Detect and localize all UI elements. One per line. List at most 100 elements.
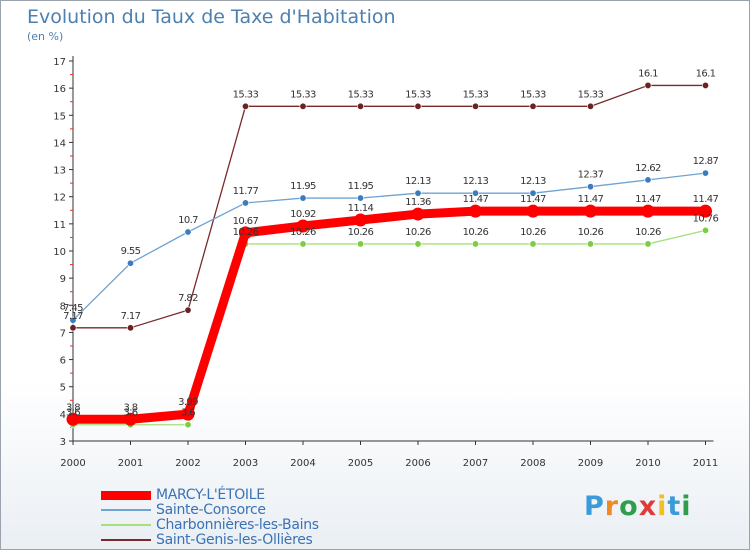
series-1-point xyxy=(529,189,537,197)
series-0-point xyxy=(184,306,192,314)
series-2-data-label: 10.26 xyxy=(348,227,374,238)
series-0-data-label: 15.33 xyxy=(520,89,546,100)
series-0-data-label: 15.33 xyxy=(463,89,489,100)
series-0-data-label: 16.1 xyxy=(696,68,716,79)
series-2-point xyxy=(356,240,364,248)
y-tick-label: 17 xyxy=(53,57,66,68)
x-tick-label: 2002 xyxy=(175,458,200,469)
series-1-point xyxy=(184,228,192,236)
series-1-point xyxy=(471,189,479,197)
series-0-data-label: 15.33 xyxy=(290,89,316,100)
x-tick-label: 2006 xyxy=(405,458,430,469)
series-1-point xyxy=(356,194,364,202)
series-3-point xyxy=(354,213,367,227)
series-2-data-label: 3.6 xyxy=(66,408,80,419)
x-tick-label: 2007 xyxy=(463,458,488,469)
series-0-point xyxy=(414,102,422,110)
legend-swatch xyxy=(101,539,151,541)
series-0-data-label: 7.82 xyxy=(178,293,198,304)
x-tick-label: 2003 xyxy=(233,458,258,469)
series-2-data-label: 10.26 xyxy=(290,227,316,238)
y-tick-label: 16 xyxy=(53,84,66,95)
y-tick-label: 10 xyxy=(53,247,66,258)
series-0-point xyxy=(644,81,652,89)
legend-label: Saint-Genis-les-Ollières xyxy=(156,532,313,548)
x-tick-label: 2000 xyxy=(60,458,85,469)
series-2-point xyxy=(529,240,537,248)
series-3-point xyxy=(66,412,80,426)
series-3-data-label: 11.47 xyxy=(578,194,604,205)
series-2-point xyxy=(414,240,422,248)
series-1-point xyxy=(242,199,250,207)
legend-label: Charbonnières-les-Bains xyxy=(156,517,319,533)
series-0-point xyxy=(356,102,364,110)
series-3-point xyxy=(469,204,482,218)
series-2-data-label: 10.26 xyxy=(635,227,661,238)
series-0-data-label: 16.1 xyxy=(638,68,658,79)
series-0-point xyxy=(127,324,135,332)
series-2-point xyxy=(184,421,192,429)
series-0-data-label: 7.17 xyxy=(63,311,83,322)
x-tick-label: 2008 xyxy=(520,458,545,469)
logo-letter: P xyxy=(584,491,605,522)
series-2-data-label: 3.6 xyxy=(123,408,137,419)
logo-letter: i xyxy=(681,491,692,522)
series-1-data-label: 11.95 xyxy=(290,181,316,192)
legend-swatch xyxy=(101,509,151,511)
series-0-line xyxy=(73,84,706,329)
y-tick-label: 3 xyxy=(60,437,66,448)
series-2-point xyxy=(471,240,479,248)
series-1-line xyxy=(72,172,706,321)
chart-title: Evolution du Taux de Taxe d'Habitation xyxy=(27,6,396,28)
series-3-data-label: 3.8 xyxy=(66,402,80,413)
series-0-data-label: 15.33 xyxy=(405,89,431,100)
series-3-point xyxy=(124,412,137,426)
series-1-data-label: 10.7 xyxy=(178,215,198,226)
y-tick-label: 4 xyxy=(60,410,66,421)
series-0-point xyxy=(586,102,594,110)
series-2-data-label: 10.26 xyxy=(520,227,546,238)
x-tick-label: 2004 xyxy=(290,458,315,469)
series-1-data-label: 12.62 xyxy=(635,163,661,174)
series-1-point xyxy=(127,259,135,267)
series-1-data-label: 11.95 xyxy=(348,181,374,192)
series-1-data-label: 9.55 xyxy=(121,246,141,257)
series-0-point xyxy=(299,102,307,110)
y-tick-label: 15 xyxy=(53,111,66,122)
series-0-point xyxy=(242,102,250,110)
series-3-data-label: 3.99 xyxy=(178,397,198,408)
y-tick-label: 7 xyxy=(60,328,66,339)
series-3-data-label: 11.47 xyxy=(693,194,719,205)
chart-subtitle: (en %) xyxy=(27,30,64,43)
series-3-data-label: 11.47 xyxy=(520,194,546,205)
series-3-point xyxy=(181,407,195,421)
series-3-point xyxy=(239,226,252,240)
series-3-data-label: 11.47 xyxy=(463,194,489,205)
x-tick-label: 2009 xyxy=(578,458,603,469)
series-2-data-label: 10.26 xyxy=(463,227,489,238)
series-3-data-label: 3.8 xyxy=(123,402,137,413)
series-1-point xyxy=(299,194,307,202)
series-1-data-label: 12.13 xyxy=(405,176,431,187)
series-3-point xyxy=(296,219,310,233)
y-tick-label: 13 xyxy=(53,166,66,177)
logo-letter: t xyxy=(667,491,682,522)
series-1-point xyxy=(414,189,422,197)
series-1-data-label: 12.13 xyxy=(520,176,546,187)
chart-series xyxy=(66,81,712,429)
series-3-point xyxy=(699,204,712,218)
y-tick-label: 9 xyxy=(60,274,66,285)
line-chart: 3 4 5 6 7 8 9 10 11 12 13 14 15 16 17 2000 2001 2002 2003 2… xyxy=(53,56,719,469)
series-2-data-label: 10.76 xyxy=(693,213,719,224)
logo-letter: o xyxy=(619,491,639,522)
series-1-point xyxy=(644,176,652,184)
chart-data-labels: 7.17 7.17 7.82 15.33 15.33 15.33 15.33 15.33 15.… xyxy=(63,68,719,419)
x-tick-label: 2010 xyxy=(635,458,660,469)
series-2-point xyxy=(701,226,709,234)
series-2-point xyxy=(299,240,307,248)
legend-swatch xyxy=(101,524,151,526)
series-0-point xyxy=(701,81,709,89)
series-1-data-label: 12.13 xyxy=(463,176,489,187)
series-3-data-label: 10.67 xyxy=(233,216,259,227)
logo-letter: x xyxy=(638,491,658,522)
